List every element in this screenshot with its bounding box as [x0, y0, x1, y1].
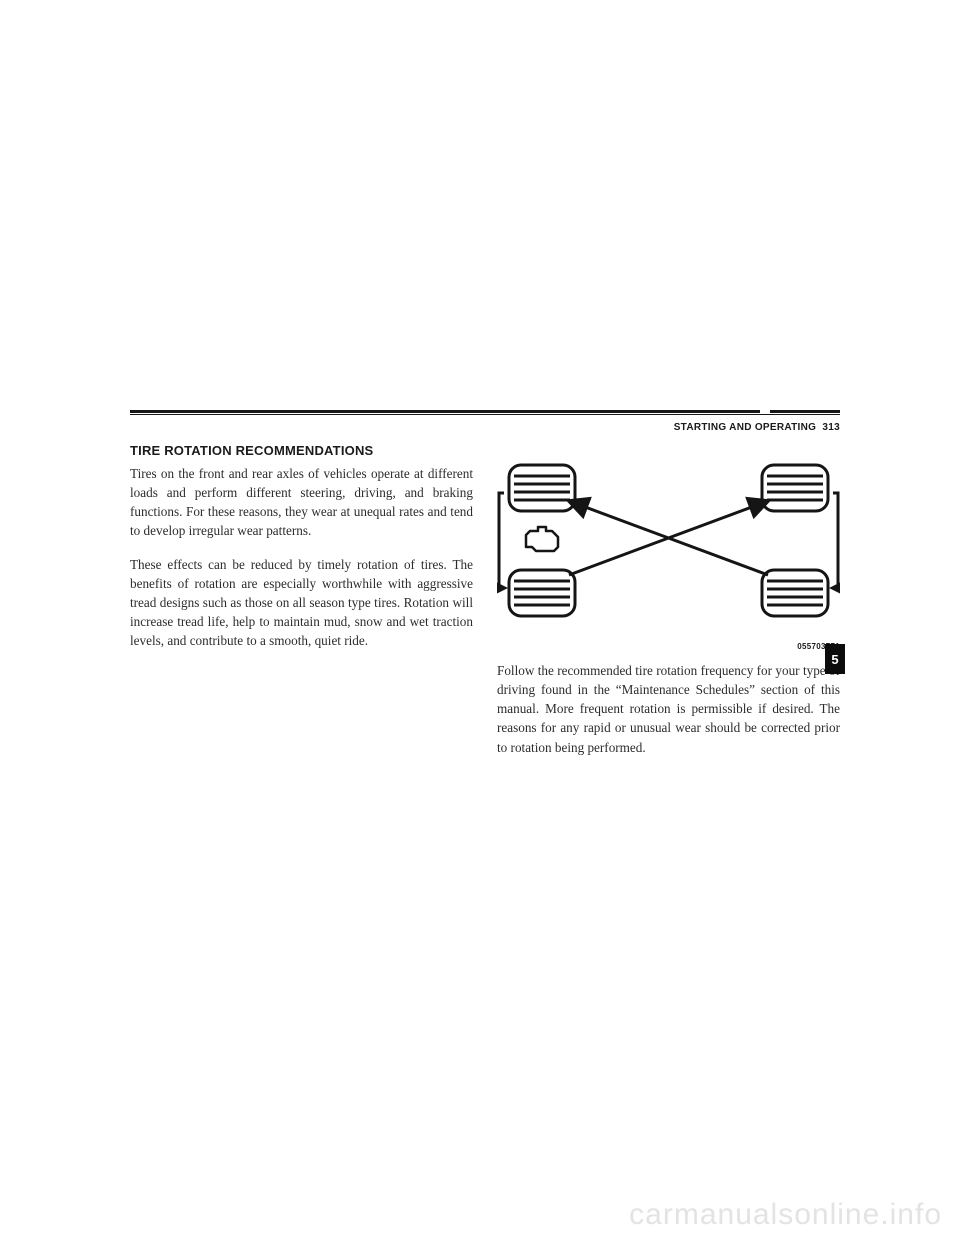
arrow-fl-to-rl — [499, 493, 504, 588]
engine-icon — [526, 527, 558, 551]
chapter-number: 5 — [831, 652, 838, 667]
tire-front-right-icon — [762, 465, 828, 511]
chapter-tab: 5 — [825, 644, 845, 674]
right-column: 055703771 Follow the recommended tire ro… — [497, 443, 840, 771]
tire-rear-right-icon — [762, 570, 828, 616]
two-column-layout: TIRE ROTATION RECOMMENDATIONS Tires on t… — [130, 443, 840, 771]
left-column: TIRE ROTATION RECOMMENDATIONS Tires on t… — [130, 443, 473, 771]
watermark-text: carmanualsonline.info — [629, 1198, 942, 1232]
body-paragraph: Tires on the front and rear axles of veh… — [130, 464, 473, 541]
running-head: STARTING AND OPERATING 313 — [130, 422, 840, 433]
arrow-fr-to-rr — [833, 493, 838, 588]
figure-id: 055703771 — [497, 642, 840, 651]
tire-rear-left-icon — [509, 570, 575, 616]
tire-front-left-icon — [509, 465, 575, 511]
body-paragraph: Follow the recommended tire rotation fre… — [497, 661, 840, 757]
manual-page: STARTING AND OPERATING 313 TIRE ROTATION… — [130, 410, 840, 771]
section-heading: TIRE ROTATION RECOMMENDATIONS — [130, 443, 473, 458]
page-number: 313 — [822, 422, 840, 433]
header-rule — [130, 410, 840, 416]
section-label: STARTING AND OPERATING — [674, 422, 817, 433]
tire-rotation-diagram — [497, 443, 840, 638]
body-paragraph: These effects can be reduced by timely r… — [130, 555, 473, 651]
